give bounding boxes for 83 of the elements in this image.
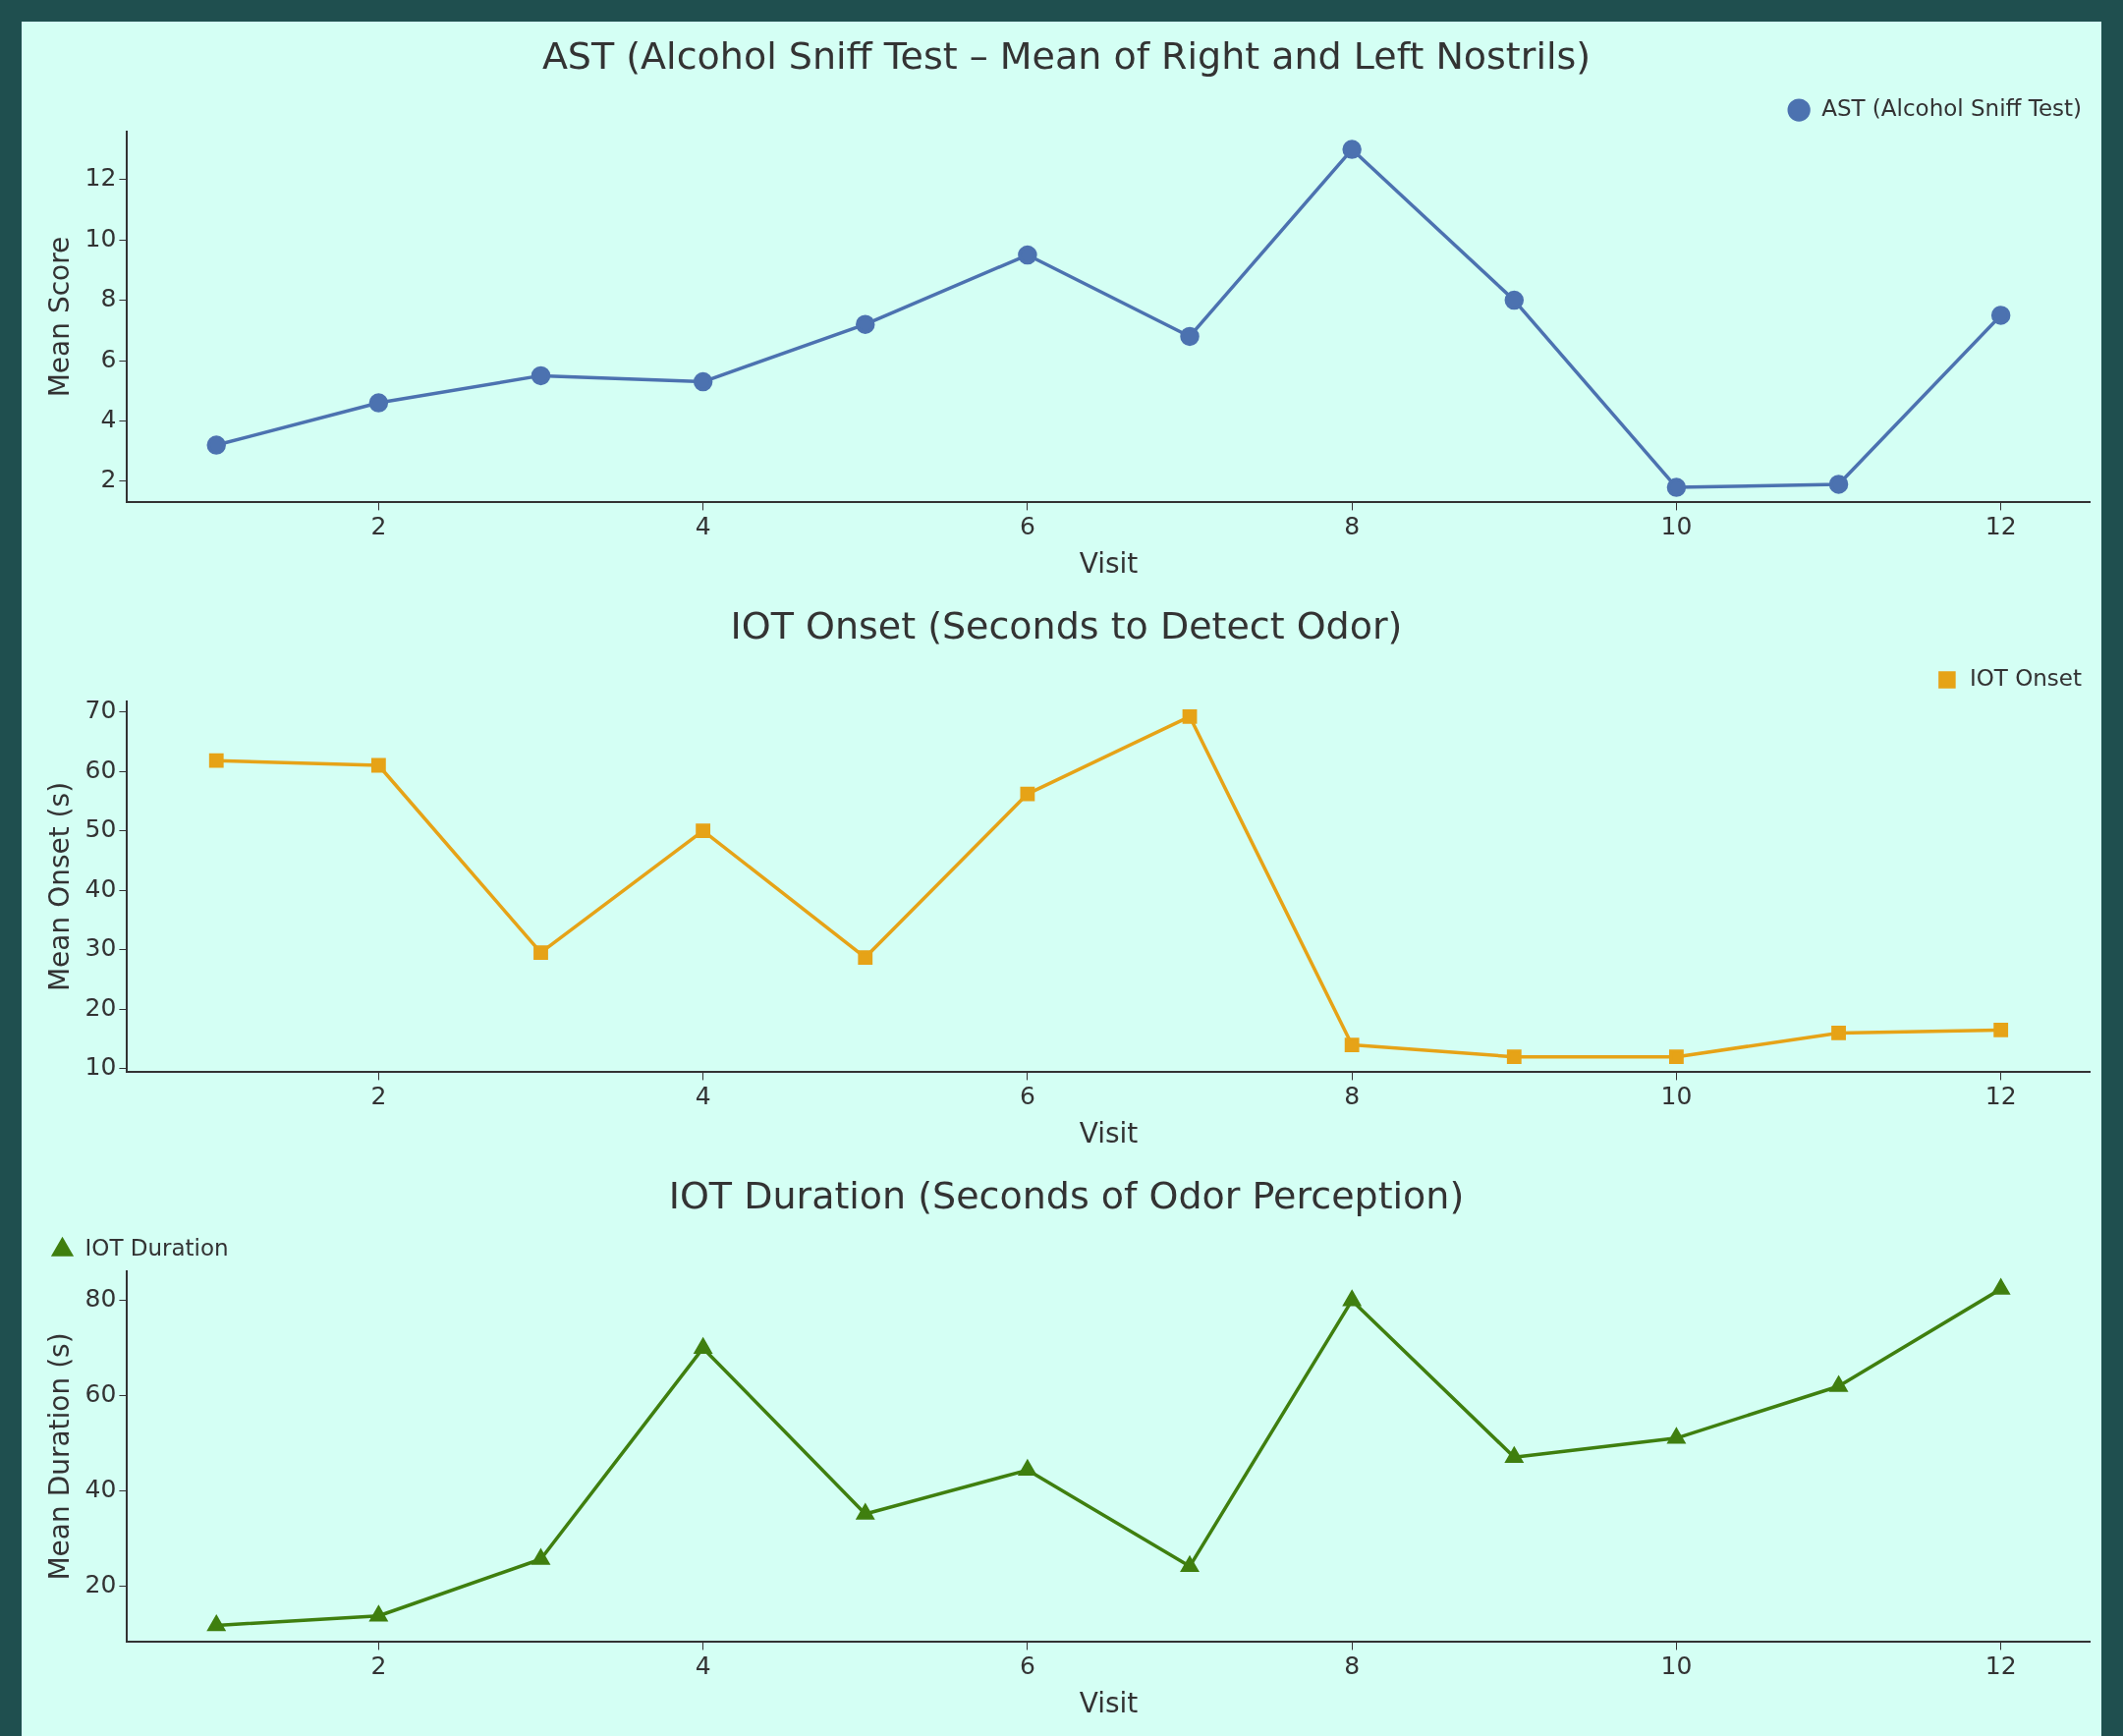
y-tick-label: 40 bbox=[84, 1475, 117, 1504]
point bbox=[207, 1615, 225, 1632]
y-tick-label: 80 bbox=[84, 1284, 117, 1314]
point bbox=[1343, 1290, 1361, 1307]
chart-title: IOT Onset (Seconds to Detect Odor) bbox=[730, 603, 1403, 647]
y-tick-label: 8 bbox=[100, 284, 117, 313]
x-tick-label: 6 bbox=[1019, 511, 1035, 540]
y-tick-label: 50 bbox=[84, 814, 117, 844]
y-axis-title: Mean Duration (s) bbox=[43, 1332, 77, 1581]
x-tick-label: 12 bbox=[1984, 1081, 2017, 1110]
y-tick-label: 60 bbox=[84, 755, 117, 784]
chart-title: IOT Duration (Seconds of Odor Perception) bbox=[668, 1173, 1465, 1217]
y-tick-label: 6 bbox=[100, 344, 117, 373]
legend-label: IOT Duration bbox=[84, 1235, 229, 1261]
point bbox=[858, 950, 873, 965]
point bbox=[1831, 1026, 1846, 1040]
point bbox=[1018, 1458, 1036, 1477]
point bbox=[1344, 1037, 1360, 1052]
point bbox=[533, 945, 548, 961]
y-tick-label: 12 bbox=[84, 163, 117, 193]
point bbox=[693, 371, 713, 392]
point bbox=[369, 1605, 388, 1622]
point bbox=[857, 1504, 874, 1520]
y-tick-label: 20 bbox=[84, 1570, 117, 1599]
point bbox=[368, 393, 389, 413]
x-tick-label: 10 bbox=[1660, 1081, 1693, 1110]
point bbox=[1666, 477, 1687, 497]
x-tick-label: 10 bbox=[1660, 511, 1693, 540]
point bbox=[1020, 786, 1035, 802]
x-tick-label: 6 bbox=[1019, 1651, 1035, 1680]
y-axis-title: Mean Onset (s) bbox=[43, 781, 77, 992]
point bbox=[208, 753, 224, 768]
x-tick-label: 2 bbox=[370, 1081, 387, 1110]
legend-label: IOT Onset bbox=[1969, 665, 2083, 692]
x-axis-title: Visit bbox=[1079, 547, 1139, 581]
y-tick-label: 70 bbox=[84, 696, 117, 724]
point bbox=[1504, 290, 1525, 310]
point bbox=[1180, 326, 1200, 347]
point bbox=[694, 1338, 712, 1354]
x-tick-label: 2 bbox=[370, 511, 387, 540]
x-tick-label: 2 bbox=[370, 1651, 387, 1680]
point bbox=[1669, 1049, 1684, 1065]
x-tick-label: 4 bbox=[695, 511, 711, 540]
y-tick-label: 10 bbox=[84, 1052, 117, 1082]
y-tick-label: 20 bbox=[84, 992, 117, 1022]
point bbox=[696, 823, 711, 838]
chart-title: AST (Alcohol Sniff Test – Mean of Right and Left Nostrils) bbox=[541, 33, 1592, 78]
point bbox=[1828, 475, 1849, 494]
x-axis-title: Visit bbox=[1079, 1117, 1139, 1150]
y-tick-label: 40 bbox=[84, 873, 117, 903]
point bbox=[1990, 306, 2011, 325]
x-axis-title: Visit bbox=[1079, 1687, 1139, 1720]
point bbox=[1181, 1556, 1199, 1573]
point bbox=[1505, 1447, 1523, 1463]
point bbox=[1993, 1023, 2009, 1037]
point bbox=[1506, 1049, 1522, 1065]
x-tick-label: 10 bbox=[1660, 1651, 1693, 1680]
x-tick-label: 12 bbox=[1984, 1651, 2017, 1680]
legend-label: AST (Alcohol Sniff Test) bbox=[1821, 95, 2083, 122]
point bbox=[1667, 1428, 1686, 1444]
x-tick-label: 8 bbox=[1344, 1081, 1361, 1110]
point bbox=[1182, 708, 1198, 724]
point bbox=[856, 314, 875, 334]
point bbox=[1829, 1376, 1848, 1392]
point bbox=[1342, 140, 1362, 159]
point bbox=[1018, 245, 1037, 265]
x-tick-label: 12 bbox=[1984, 511, 2017, 540]
y-tick-label: 2 bbox=[100, 465, 117, 494]
x-tick-label: 8 bbox=[1344, 511, 1361, 540]
point bbox=[370, 757, 386, 773]
x-tick-label: 4 bbox=[695, 1651, 711, 1680]
x-tick-label: 8 bbox=[1344, 1651, 1361, 1680]
point bbox=[531, 365, 551, 386]
y-tick-label: 30 bbox=[84, 933, 117, 963]
point bbox=[531, 1549, 550, 1565]
point bbox=[206, 435, 226, 455]
y-tick-label: 10 bbox=[84, 223, 117, 252]
point bbox=[1992, 1279, 2010, 1295]
y-tick-label: 60 bbox=[84, 1379, 117, 1409]
x-tick-label: 4 bbox=[695, 1081, 711, 1110]
x-tick-label: 6 bbox=[1019, 1081, 1035, 1110]
y-tick-label: 4 bbox=[100, 404, 117, 433]
y-axis-title: Mean Score bbox=[43, 236, 77, 398]
